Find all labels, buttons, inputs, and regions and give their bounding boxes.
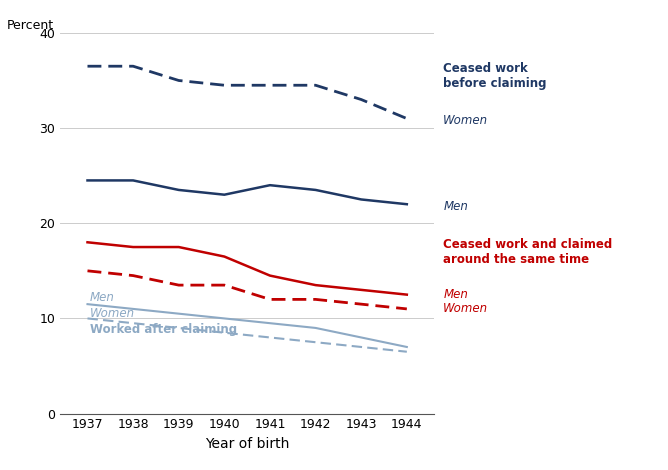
Text: Percent: Percent [7, 19, 54, 32]
Text: Women: Women [90, 307, 135, 320]
Text: Men: Men [444, 200, 468, 212]
Text: Men: Men [444, 288, 468, 301]
X-axis label: Year of birth: Year of birth [205, 437, 289, 451]
Text: Women: Women [444, 302, 488, 315]
Text: Ceased work and claimed
around the same time: Ceased work and claimed around the same … [444, 238, 613, 266]
Text: Women: Women [444, 114, 488, 127]
Text: Worked after claiming: Worked after claiming [90, 323, 237, 337]
Text: Men: Men [90, 291, 115, 304]
Text: Ceased work
before claiming: Ceased work before claiming [444, 62, 547, 90]
